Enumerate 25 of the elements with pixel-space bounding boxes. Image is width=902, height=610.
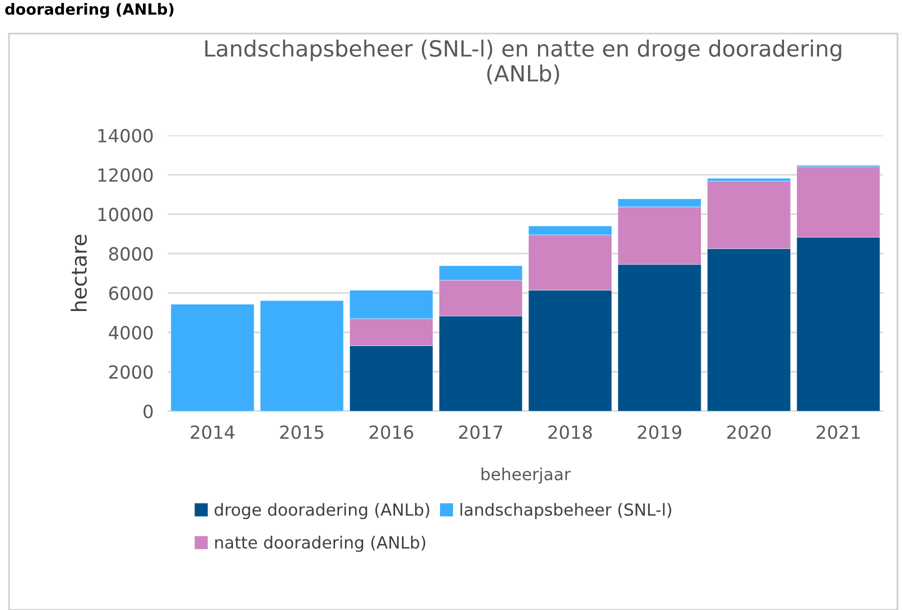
y-tick-label: 12000 xyxy=(98,168,153,182)
bar xyxy=(170,304,254,412)
x-tick-label: 2021 xyxy=(816,425,860,440)
x-tick-label: 2018 xyxy=(548,425,592,440)
y-tick-label: 2000 xyxy=(109,365,153,379)
chart-title: Landschapsbeheer (SNL-l) en natte en droge dooradering (ANLb) xyxy=(205,40,842,84)
x-tick-label: 2014 xyxy=(190,425,234,440)
legend-label: landschapsbeheer (SNL-l) xyxy=(460,503,672,520)
y-tick-label: 0 xyxy=(144,404,153,418)
text: dooradering (ANLb) xyxy=(5,3,174,18)
legend-label: natte dooradering (ANLb) xyxy=(215,536,426,552)
y-axis-title: hectare xyxy=(70,234,87,312)
x-axis-title: beheerjaar xyxy=(482,468,571,484)
bar xyxy=(260,300,344,412)
y-tick-label: 8000 xyxy=(109,247,153,261)
x-tick-label: 2015 xyxy=(280,425,324,440)
y-tick-label: 14000 xyxy=(98,128,153,143)
x-tick-label: 2019 xyxy=(638,425,682,440)
y-tick-label: 10000 xyxy=(98,208,153,222)
x-tick-label: 2017 xyxy=(459,425,502,440)
y-tick-label: 4000 xyxy=(108,326,153,340)
x-tick-label: 2020 xyxy=(727,425,771,440)
legend-label: droge dooradering (ANLb) xyxy=(214,503,430,520)
x-tick-label: 2016 xyxy=(370,425,414,440)
y-tick-label: 6000 xyxy=(109,286,153,300)
